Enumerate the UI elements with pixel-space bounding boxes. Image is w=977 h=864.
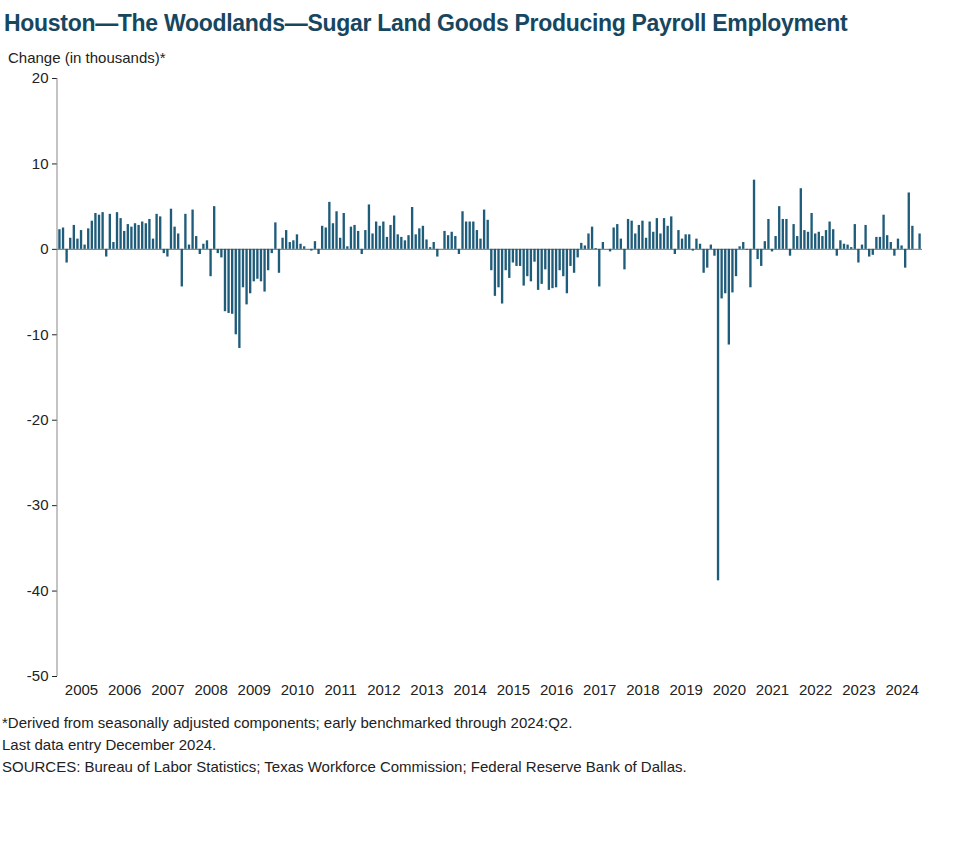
svg-text:0: 0 bbox=[40, 240, 48, 257]
svg-text:2008: 2008 bbox=[194, 681, 227, 698]
svg-text:2012: 2012 bbox=[367, 681, 400, 698]
html-text:Last data entry December 2024.: Last data entry December 2024. bbox=[2, 736, 217, 753]
svg-text:-40: -40 bbox=[27, 582, 49, 599]
svg-text:2017: 2017 bbox=[583, 681, 616, 698]
html-text:SOURCES: Bureau of Labor Stati: SOURCES: Bureau of Labor Statistics; Tex… bbox=[2, 758, 687, 775]
svg-text:2019: 2019 bbox=[669, 681, 702, 698]
html-text:*Derived from seasonally adjus: *Derived from seasonally adjusted compon… bbox=[2, 714, 573, 731]
svg-text:2011: 2011 bbox=[325, 681, 357, 698]
svg-text:2013: 2013 bbox=[410, 681, 443, 698]
svg-text:2005: 2005 bbox=[65, 681, 98, 698]
svg-text:-20: -20 bbox=[27, 411, 49, 428]
html-text:Change (in thousands)*: Change (in thousands)* bbox=[8, 49, 166, 66]
svg-text:10: 10 bbox=[32, 155, 49, 172]
svg-text:2015: 2015 bbox=[497, 681, 530, 698]
svg-text:2024: 2024 bbox=[885, 681, 918, 698]
svg-text:-30: -30 bbox=[27, 496, 49, 513]
svg-text:2016: 2016 bbox=[540, 681, 573, 698]
svg-text:2006: 2006 bbox=[108, 681, 141, 698]
svg-text:2010: 2010 bbox=[281, 681, 314, 698]
svg-text:2022: 2022 bbox=[799, 681, 832, 698]
svg-text:-50: -50 bbox=[27, 667, 49, 684]
html-text:Houston—The Woodlands—Sugar La: Houston—The Woodlands—Sugar Land Goods P… bbox=[4, 10, 848, 36]
svg-text:2007: 2007 bbox=[151, 681, 184, 698]
svg-text:2023: 2023 bbox=[842, 681, 875, 698]
svg-text:-10: -10 bbox=[27, 326, 49, 343]
svg-text:2014: 2014 bbox=[454, 681, 487, 698]
svg-text:2009: 2009 bbox=[238, 681, 271, 698]
svg-text:20: 20 bbox=[32, 69, 49, 86]
svg-text:2021: 2021 bbox=[756, 681, 789, 698]
svg-text:2020: 2020 bbox=[713, 681, 746, 698]
svg-text:2018: 2018 bbox=[626, 681, 659, 698]
